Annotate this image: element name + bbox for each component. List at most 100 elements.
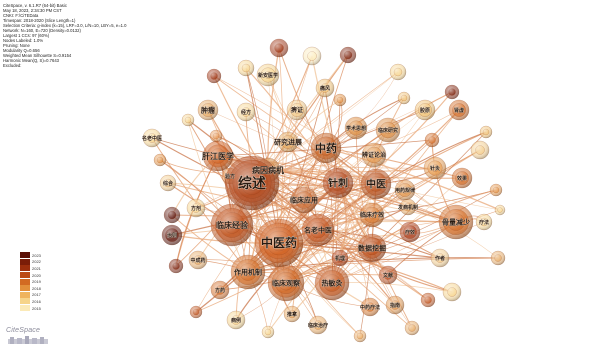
- network-node[interactable]: [397, 91, 411, 105]
- network-node[interactable]: [359, 202, 385, 228]
- network-node[interactable]: [490, 250, 506, 266]
- network-node[interactable]: [315, 78, 335, 98]
- network-node[interactable]: [322, 167, 354, 199]
- network-node[interactable]: [163, 206, 181, 224]
- network-node[interactable]: [159, 174, 177, 192]
- network-node[interactable]: [385, 295, 405, 315]
- node-label: 研究进展: [274, 137, 303, 146]
- network-node[interactable]: [142, 128, 162, 148]
- network-node[interactable]: [310, 132, 342, 164]
- network-node[interactable]: [302, 46, 322, 66]
- node-label: 中药: [315, 141, 337, 155]
- network-node[interactable]: [333, 93, 347, 107]
- network-node[interactable]: [414, 99, 436, 121]
- node-highlight: [405, 321, 419, 335]
- network-node[interactable]: [361, 142, 387, 168]
- network-node[interactable]: [314, 265, 350, 301]
- network-edge: [267, 71, 399, 171]
- network-node[interactable]: [360, 297, 380, 317]
- network-node[interactable]: [188, 250, 208, 270]
- citespace-logo: CiteSpace: [6, 326, 52, 346]
- network-node[interactable]: [226, 310, 246, 330]
- network-node[interactable]: [394, 179, 416, 201]
- network-node[interactable]: [399, 221, 421, 243]
- network-node[interactable]: [189, 305, 203, 319]
- network-node[interactable]: [283, 305, 301, 323]
- network-node[interactable]: [290, 186, 318, 214]
- network-node[interactable]: [209, 129, 223, 143]
- network-node[interactable]: [424, 132, 440, 148]
- network-node[interactable]: [161, 224, 183, 246]
- network-node[interactable]: [430, 248, 450, 268]
- network-node[interactable]: [186, 198, 206, 218]
- node-highlight: [340, 47, 356, 63]
- network-node[interactable]: [153, 153, 167, 167]
- node-label: 热敏灸: [322, 278, 343, 287]
- network-node[interactable]: [339, 46, 357, 64]
- network-node[interactable]: [168, 258, 184, 274]
- network-node[interactable]: [389, 63, 407, 81]
- network-node[interactable]: [236, 102, 256, 122]
- network-node[interactable]: [470, 140, 490, 160]
- network-node[interactable]: [404, 320, 420, 336]
- node-label: 肿瘤: [200, 105, 215, 114]
- info-line: CNKI: F:\CiTEData: [3, 13, 39, 18]
- network-node[interactable]: [224, 155, 280, 211]
- network-node[interactable]: [344, 116, 368, 140]
- network-node[interactable]: [267, 264, 305, 302]
- node-highlight: [311, 133, 341, 163]
- legend-row: 2021: [20, 265, 50, 272]
- network-node[interactable]: [378, 265, 398, 285]
- network-node[interactable]: [301, 213, 335, 247]
- node-highlight: [449, 100, 469, 120]
- node-label: 病因病机: [252, 165, 284, 175]
- node-label: 指南: [390, 302, 400, 309]
- network-node[interactable]: [375, 117, 401, 143]
- network-node[interactable]: [210, 203, 254, 247]
- network-node[interactable]: [261, 325, 275, 339]
- network-node[interactable]: [448, 99, 470, 121]
- network-node[interactable]: [399, 198, 417, 216]
- info-line: Modularity Q=0.656: [3, 48, 40, 53]
- network-node[interactable]: [256, 63, 280, 87]
- network-edge: [195, 147, 327, 313]
- network-node[interactable]: [353, 329, 367, 343]
- node-highlight: [231, 255, 265, 289]
- network-node[interactable]: [331, 249, 349, 267]
- network-node[interactable]: [210, 280, 230, 300]
- network-node[interactable]: [489, 183, 503, 197]
- legend-row: 2022: [20, 258, 50, 266]
- network-edge: [245, 67, 339, 184]
- network-node[interactable]: [479, 125, 493, 139]
- network-node[interactable]: [442, 282, 462, 302]
- network-node[interactable]: [444, 84, 460, 100]
- network-node[interactable]: [230, 254, 266, 290]
- node-highlight: [207, 69, 221, 83]
- network-node[interactable]: [420, 292, 436, 308]
- network-node[interactable]: [308, 315, 328, 335]
- network-node[interactable]: [269, 38, 289, 58]
- node-highlight: [345, 117, 367, 139]
- network-node[interactable]: [423, 156, 447, 180]
- node-highlight: [334, 94, 346, 106]
- node-highlight: [480, 126, 492, 138]
- network-node[interactable]: [475, 213, 493, 231]
- network-node[interactable]: [181, 113, 195, 127]
- node-label: 中药疗法: [360, 304, 380, 311]
- network-node[interactable]: [277, 131, 299, 153]
- network-node[interactable]: [237, 59, 255, 77]
- network-node[interactable]: [438, 204, 474, 240]
- network-node[interactable]: [254, 218, 304, 268]
- node-label: 临床经验: [216, 220, 249, 230]
- network-node[interactable]: [357, 233, 387, 263]
- network-node[interactable]: [494, 204, 506, 216]
- node-label: 病例: [231, 317, 241, 324]
- network-node[interactable]: [202, 140, 234, 172]
- network-edge: [267, 109, 426, 171]
- network-node[interactable]: [451, 167, 473, 189]
- network-node[interactable]: [206, 68, 222, 84]
- network-node[interactable]: [197, 99, 219, 121]
- network-node[interactable]: [360, 168, 392, 200]
- node-label: 作用机制: [234, 267, 262, 276]
- network-node[interactable]: [286, 99, 308, 121]
